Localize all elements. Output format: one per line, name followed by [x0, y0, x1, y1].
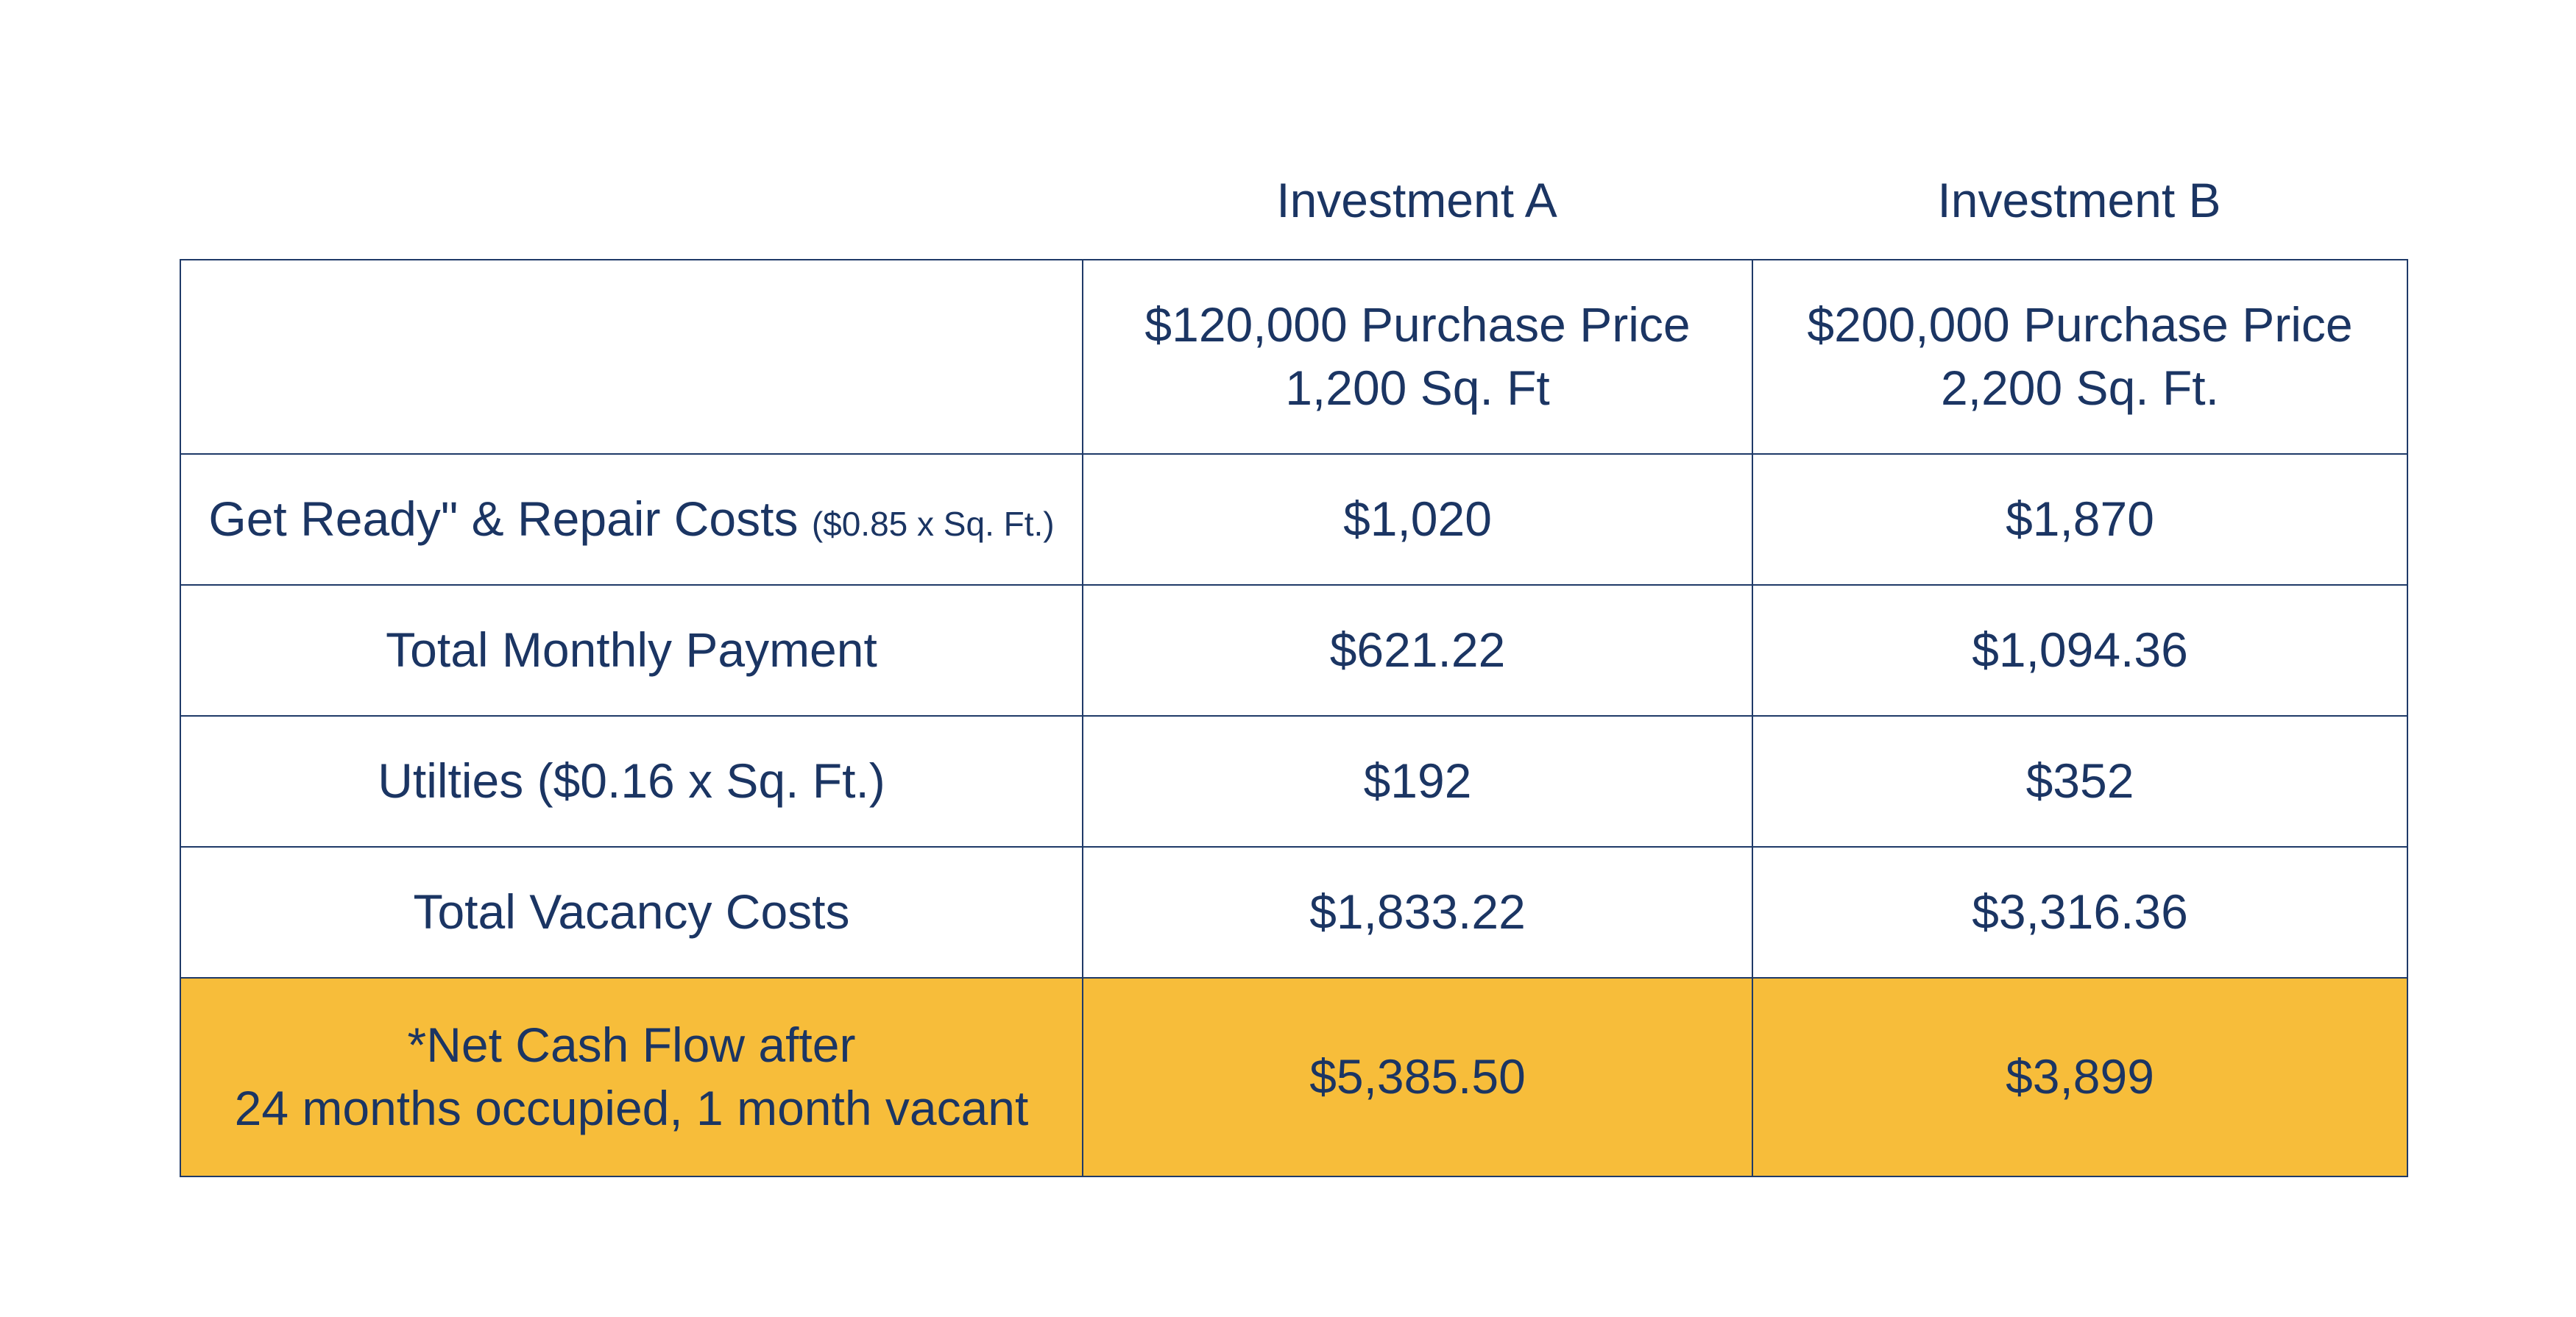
investment-b-value: $1,094.36 [1752, 584, 2408, 717]
row-label-note: ($0.85 x Sq. Ft.) [811, 505, 1055, 544]
net-cash-flow-row: *Net Cash Flow after 24 months occupied,… [180, 977, 2408, 1177]
investment-b-value: $1,870 [1752, 453, 2408, 586]
investment-a-value: $621.22 [1082, 584, 1753, 717]
net-cash-flow-condition: 24 months occupied, 1 month vacant [234, 1081, 1029, 1135]
column-header-investment-a: Investment A [1276, 173, 1557, 227]
investment-b-purchase-price: $200,000 Purchase Price [1807, 297, 2353, 352]
row-label: Total Vacancy Costs [180, 846, 1083, 979]
investment-b-value: $3,316.36 [1752, 846, 2408, 979]
net-cash-flow-b-value: $3,899 [1752, 977, 2408, 1177]
investment-b-summary-cell: $200,000 Purchase Price 2,200 Sq. Ft. [1752, 259, 2408, 455]
table-row: Total Vacancy Costs $1,833.22 $3,316.36 [180, 846, 2408, 979]
investment-a-value: $192 [1082, 715, 1753, 848]
net-cash-flow-label-cell: *Net Cash Flow after 24 months occupied,… [180, 977, 1083, 1177]
investment-a-square-feet: 1,200 Sq. Ft [1285, 361, 1550, 415]
row-label: Utilties ($0.16 x Sq. Ft.) [180, 715, 1083, 848]
comparison-table: $120,000 Purchase Price 1,200 Sq. Ft $20… [180, 259, 2408, 1177]
net-cash-flow-label: *Net Cash Flow after [407, 1018, 856, 1073]
investment-a-value: $1,833.22 [1082, 846, 1753, 979]
investment-a-summary-cell: $120,000 Purchase Price 1,200 Sq. Ft [1082, 259, 1753, 455]
column-header-investment-b: Investment B [1937, 173, 2221, 227]
row-label: Get Ready" & Repair Costs [208, 491, 799, 547]
table-row: Get Ready" & Repair Costs ($0.85 x Sq. F… [180, 453, 2408, 586]
table-header-row: $120,000 Purchase Price 1,200 Sq. Ft $20… [180, 259, 2408, 455]
table-row: Utilties ($0.16 x Sq. Ft.) $192 $352 [180, 715, 2408, 848]
investment-a-value: $1,020 [1082, 453, 1753, 586]
table-row: Total Monthly Payment $621.22 $1,094.36 [180, 584, 2408, 717]
net-cash-flow-a-value: $5,385.50 [1082, 977, 1753, 1177]
investment-b-square-feet: 2,200 Sq. Ft. [1941, 361, 2219, 415]
row-label: Total Monthly Payment [180, 584, 1083, 717]
empty-corner-cell [180, 259, 1083, 455]
row-label-cell: Get Ready" & Repair Costs ($0.85 x Sq. F… [180, 453, 1083, 586]
investment-b-value: $352 [1752, 715, 2408, 848]
investment-a-purchase-price: $120,000 Purchase Price [1144, 297, 1691, 352]
